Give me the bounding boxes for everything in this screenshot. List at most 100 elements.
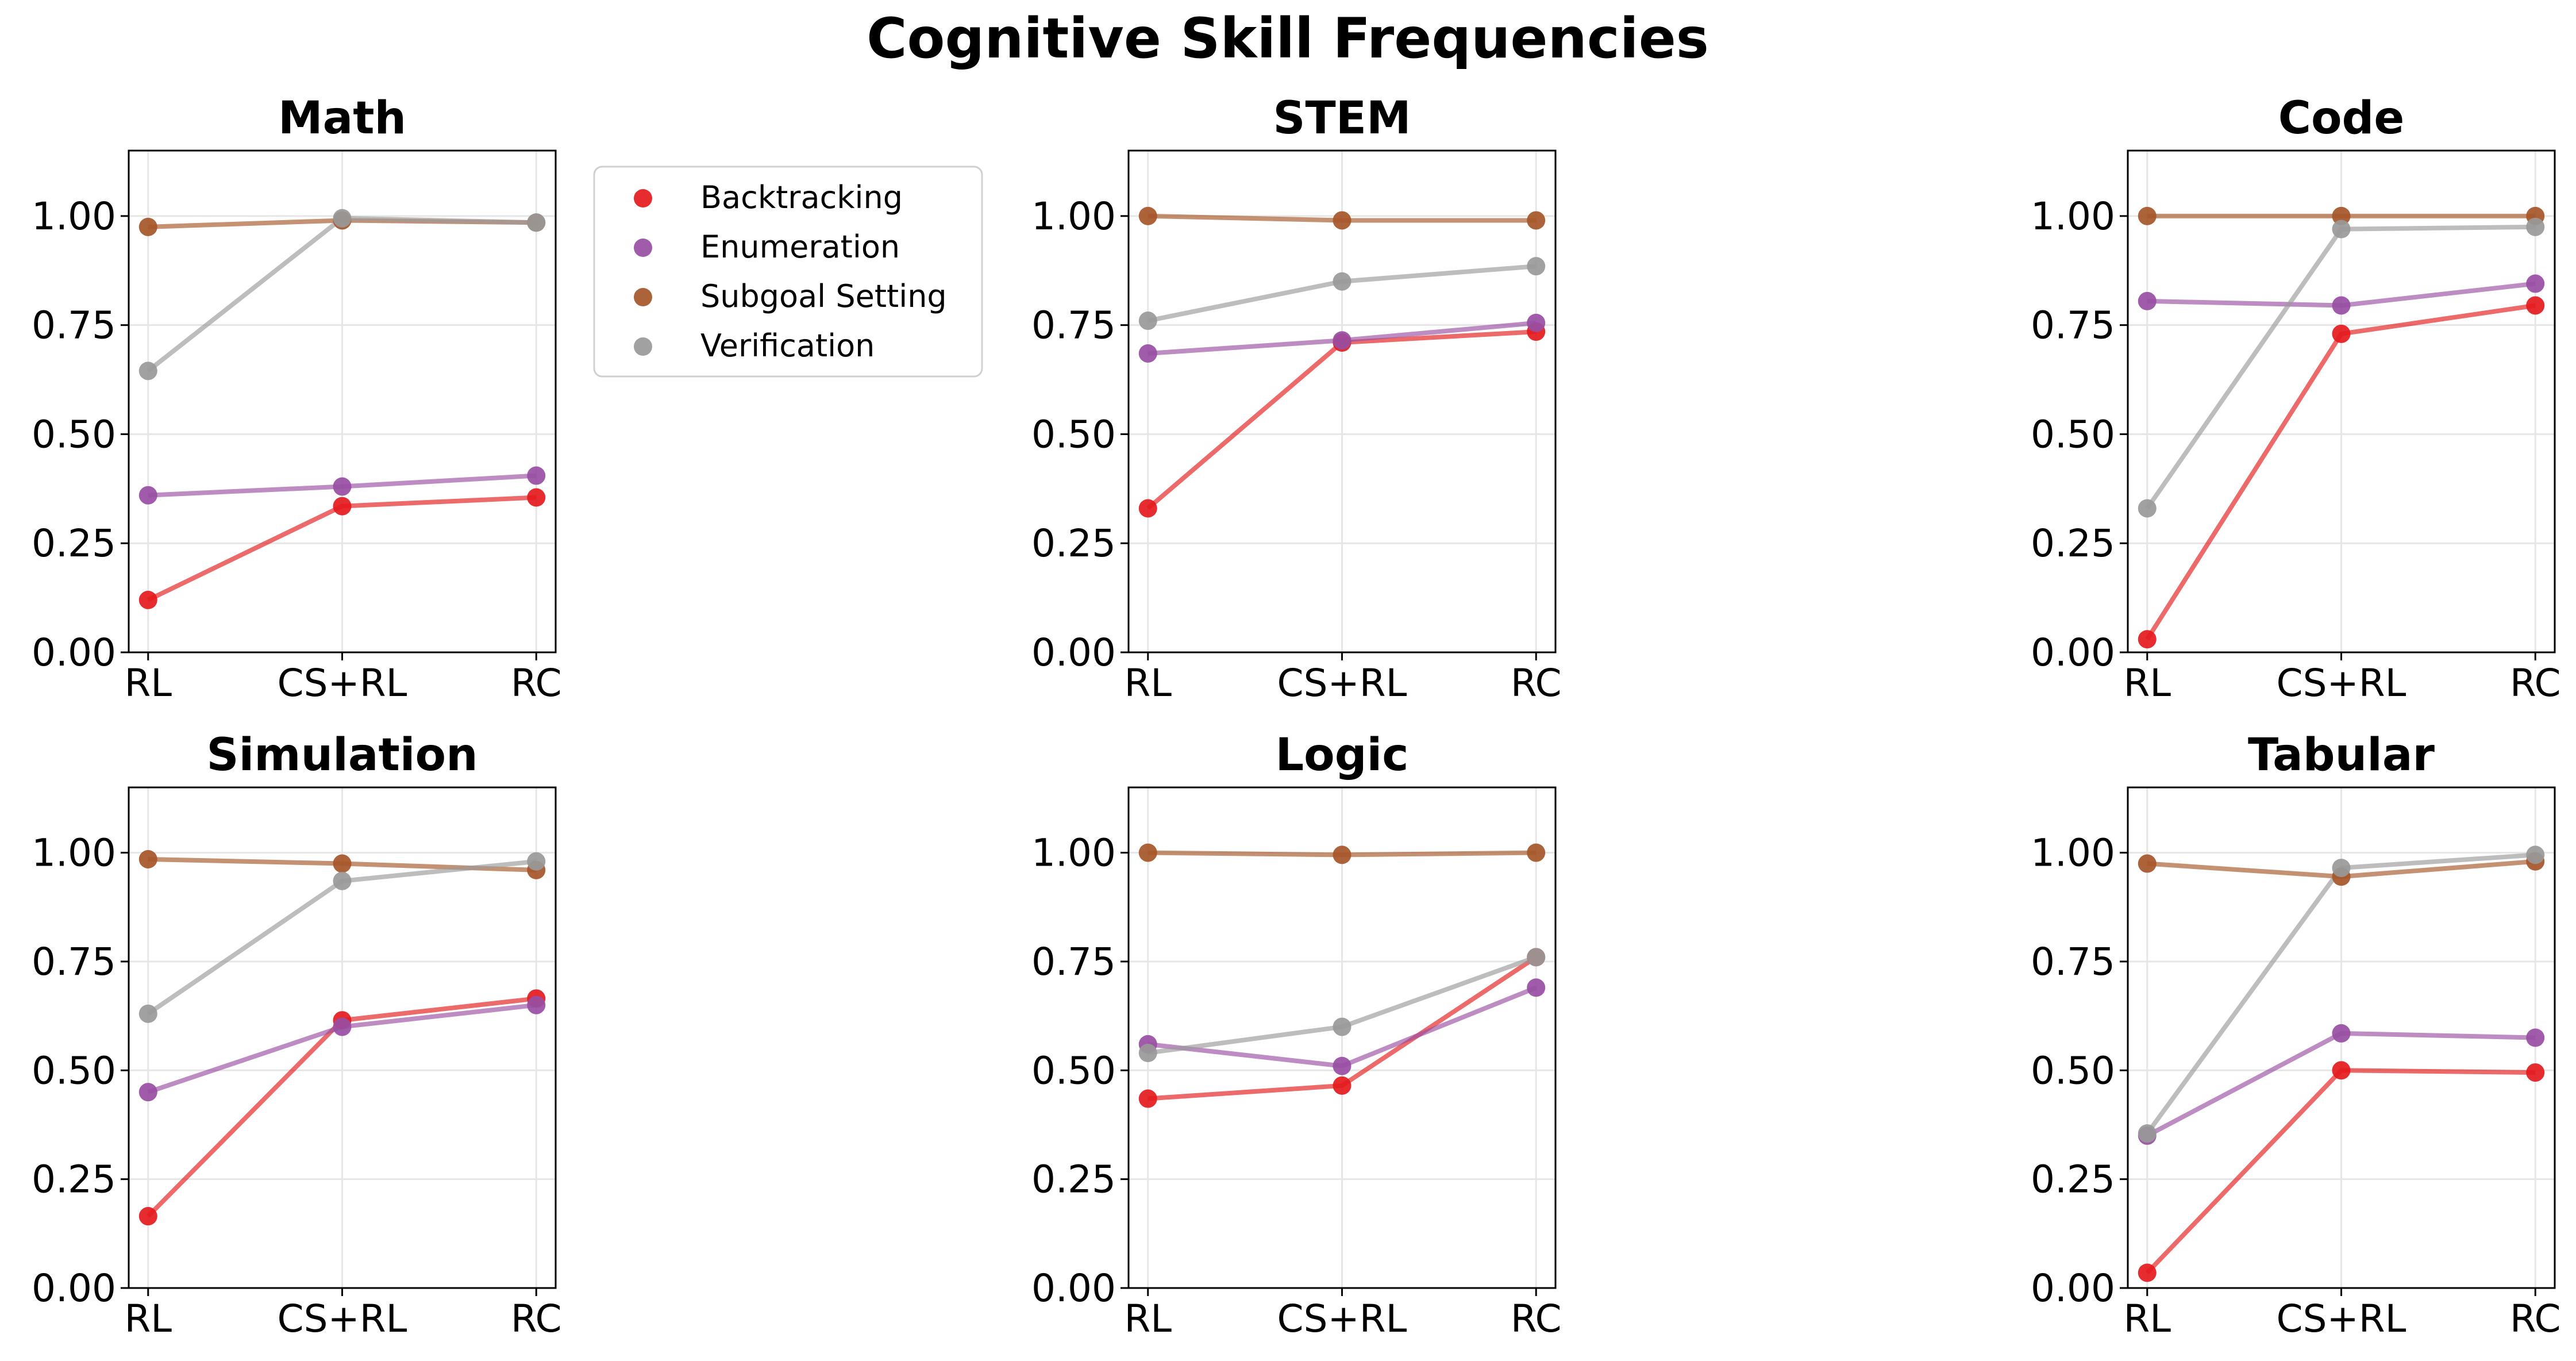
panel-title: Math (278, 93, 406, 144)
point-enumeration-rc (2526, 1028, 2545, 1047)
point-subgoal-setting-cs-rl (1333, 211, 1351, 230)
y-tick-label: 0.75 (2031, 303, 2115, 348)
y-tick-label: 0.75 (32, 303, 116, 348)
point-verification-rc (2526, 845, 2545, 864)
y-tick-label: 0.50 (2031, 412, 2115, 456)
panel-title: Code (2278, 93, 2405, 144)
point-subgoal-setting-rl (1138, 843, 1157, 862)
x-tick-label: CS+RL (278, 661, 407, 705)
y-tick-label: 0.50 (32, 1048, 116, 1093)
y-tick-label: 0.25 (1031, 1158, 1116, 1202)
point-backtracking-rl (138, 1207, 157, 1226)
legend-marker-verification (634, 337, 652, 356)
point-backtracking-cs-rl (333, 497, 352, 516)
x-tick-label: RL (1124, 1297, 1172, 1341)
panels: 0.00 0.25 0.50 0.75 1.00 RL CS+RL RC Math 0.00 0.2… (32, 93, 2561, 1341)
y-tick-label: 1.00 (2031, 194, 2115, 239)
point-verification-rl (2138, 499, 2157, 518)
point-verification-cs-rl (333, 871, 352, 890)
point-enumeration-cs-rl (333, 1017, 352, 1036)
point-verification-rc (527, 213, 546, 232)
legend: Backtracking Enumeration Subgoal Setting Ve… (593, 166, 983, 378)
y-tick-label: 0.50 (1031, 1048, 1116, 1093)
point-backtracking-rl (1138, 499, 1157, 518)
y-tick-label: 0.00 (1031, 1266, 1116, 1310)
x-tick-label: RC (2510, 1297, 2561, 1341)
point-enumeration-rl (2138, 291, 2157, 310)
point-subgoal-setting-rl (2138, 206, 2157, 225)
y-tick-label: 0.50 (2031, 1048, 2115, 1093)
point-enumeration-rl (1138, 344, 1157, 363)
panel-logic: 0.00 0.25 0.50 0.75 1.00 RL CS+RL RC Logic (1031, 729, 1562, 1341)
panel-stem: 0.00 0.25 0.50 0.75 1.00 RL CS+RL RC STEM (1031, 93, 1562, 705)
legend-marker-subgoal-setting (634, 288, 652, 306)
x-tick-label: RC (1511, 1297, 1562, 1341)
y-tick-label: 0.25 (1031, 521, 1116, 566)
y-tick-label: 0.25 (2031, 1158, 2115, 1202)
panel-title: Simulation (206, 729, 478, 781)
point-backtracking-rc (2526, 1063, 2545, 1082)
x-tick-label: RL (1124, 661, 1172, 705)
point-enumeration-cs-rl (1333, 1056, 1351, 1075)
point-verification-rc (1527, 948, 1546, 967)
y-tick-label: 0.75 (32, 940, 116, 984)
point-enumeration-cs-rl (2332, 296, 2351, 315)
point-backtracking-rl (138, 590, 157, 609)
legend-marker-backtracking (634, 189, 652, 207)
panel-simulation: 0.00 0.25 0.50 0.75 1.00 RL CS+RL RC Simulation (32, 729, 562, 1341)
point-verification-cs-rl (1333, 272, 1351, 291)
point-verification-cs-rl (1333, 1017, 1351, 1036)
y-tick-label: 0.75 (1031, 940, 1116, 984)
x-tick-label: RL (124, 661, 172, 705)
point-enumeration-rc (527, 466, 546, 485)
y-tick-label: 0.00 (2031, 630, 2115, 675)
y-tick-label: 0.75 (2031, 940, 2115, 984)
point-verification-rc (2526, 217, 2545, 236)
legend-label-verification: Verification (700, 328, 875, 364)
point-verification-cs-rl (2332, 859, 2351, 878)
legend-label-subgoal-setting: Subgoal Setting (700, 278, 947, 314)
point-backtracking-rl (2138, 630, 2157, 649)
panel-title: STEM (1273, 93, 1411, 144)
figure-title: Cognitive Skill Frequencies (867, 6, 1709, 71)
x-tick-label: RL (2123, 1297, 2171, 1341)
x-tick-label: RC (2510, 661, 2561, 705)
y-tick-label: 0.25 (32, 1158, 116, 1202)
point-enumeration-rc (1527, 978, 1546, 997)
point-verification-cs-rl (2332, 220, 2351, 239)
y-tick-label: 1.00 (2031, 831, 2115, 875)
legend-label-enumeration: Enumeration (700, 229, 900, 265)
point-subgoal-setting-cs-rl (1333, 845, 1351, 864)
y-tick-label: 0.25 (2031, 521, 2115, 566)
legend-label-backtracking: Backtracking (700, 179, 903, 216)
x-tick-label: RL (2123, 661, 2171, 705)
point-verification-rc (1527, 257, 1546, 276)
point-enumeration-rl (138, 1083, 157, 1102)
point-verification-rl (1138, 312, 1157, 330)
point-enumeration-rc (2526, 274, 2545, 293)
legend-box (593, 166, 983, 378)
y-tick-label: 1.00 (32, 194, 116, 239)
y-tick-label: 0.00 (2031, 1266, 2115, 1310)
panel-title: Tabular (2248, 729, 2435, 781)
panel-math: 0.00 0.25 0.50 0.75 1.00 RL CS+RL RC Math (32, 93, 562, 705)
y-tick-label: 1.00 (1031, 194, 1116, 239)
point-backtracking-cs-rl (2332, 1061, 2351, 1080)
x-tick-label: RL (124, 1297, 172, 1341)
point-verification-rl (138, 362, 157, 380)
y-tick-label: 0.00 (32, 1266, 116, 1310)
panel-code: 0.00 0.25 0.50 0.75 1.00 RL CS+RL RC Code (2031, 93, 2561, 705)
y-tick-label: 0.75 (1031, 303, 1116, 348)
point-verification-rl (2138, 1124, 2157, 1143)
point-backtracking-rc (527, 488, 546, 507)
y-tick-label: 0.50 (1031, 412, 1116, 456)
legend-marker-enumeration (634, 239, 652, 257)
x-tick-label: RC (1511, 661, 1562, 705)
point-backtracking-rl (1138, 1089, 1157, 1108)
point-backtracking-rl (2138, 1263, 2157, 1282)
point-enumeration-cs-rl (2332, 1024, 2351, 1043)
point-subgoal-setting-rl (2138, 854, 2157, 873)
y-tick-label: 0.50 (32, 412, 116, 456)
x-tick-label: CS+RL (1277, 661, 1407, 705)
